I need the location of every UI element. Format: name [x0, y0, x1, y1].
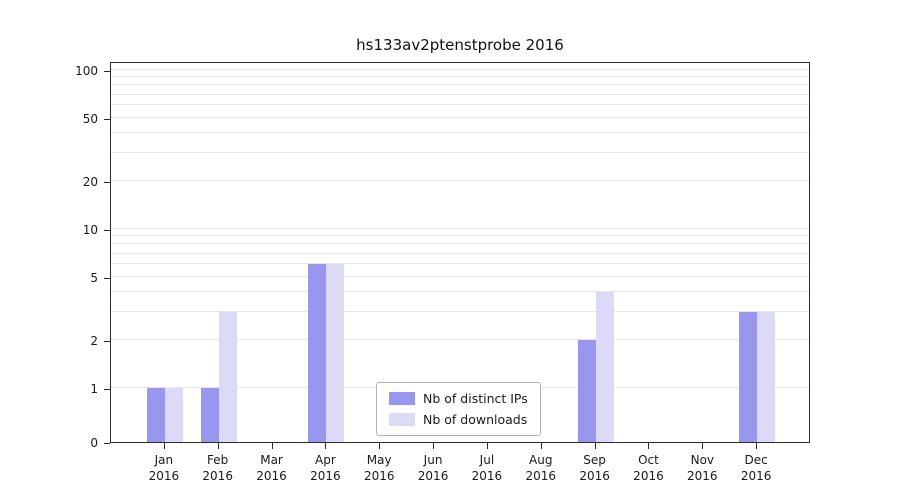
x-tick-label: Feb 2016: [202, 453, 233, 483]
gridline: [111, 93, 809, 95]
x-tick-label: Aug 2016: [525, 453, 557, 483]
legend-label-distinct-ips: Nb of distinct IPs: [423, 391, 528, 406]
bar-distinct-ips: [308, 264, 327, 442]
y-tick-mark: [104, 118, 110, 120]
x-tick-label: Nov 2016: [687, 453, 718, 483]
x-tick-label: Jul 2016: [471, 453, 503, 483]
bar-distinct-ips: [200, 388, 219, 442]
bar-distinct-ips: [146, 388, 165, 442]
x-tick-mark: [540, 443, 542, 449]
y-tick-label: 5: [90, 270, 98, 285]
y-tick-mark: [104, 182, 110, 184]
x-tick-mark: [486, 443, 488, 449]
gridline: [111, 228, 809, 229]
gridline: [111, 132, 809, 134]
gridline: [111, 116, 809, 118]
gridline: [111, 263, 809, 265]
legend-item-downloads: Nb of downloads: [389, 412, 528, 427]
gridline: [111, 152, 809, 154]
y-tick-label: 2: [90, 334, 98, 349]
y-tick-mark: [104, 389, 110, 390]
x-tick-mark: [756, 443, 758, 449]
x-tick-mark: [433, 443, 435, 449]
gridline: [111, 235, 809, 237]
gridline: [111, 104, 809, 106]
y-tick-label: 1: [90, 382, 98, 396]
bar-downloads: [164, 388, 183, 442]
bar-distinct-ips: [739, 312, 758, 442]
y-tick-label: 50: [82, 111, 98, 126]
y-tick-mark: [104, 443, 110, 444]
bar-downloads: [757, 312, 776, 442]
legend-label-downloads: Nb of downloads: [423, 412, 528, 427]
gridline: [111, 76, 809, 78]
x-tick-label: Mar 2016: [256, 453, 287, 483]
gridline: [111, 311, 809, 313]
gridline: [111, 243, 809, 245]
x-tick-label: Jan 2016: [148, 453, 180, 483]
x-tick-label: Oct 2016: [633, 453, 664, 483]
x-tick-mark: [217, 443, 219, 449]
y-tick-label: 10: [82, 223, 98, 237]
chart-title: hs133av2ptenstprobe 2016: [356, 36, 564, 54]
legend-swatch-downloads: [389, 413, 415, 426]
bar-distinct-ips: [577, 340, 596, 442]
bar-downloads: [326, 264, 345, 442]
x-tick-mark: [379, 443, 381, 449]
y-tick-label: 100: [75, 64, 98, 78]
x-tick-mark: [325, 443, 327, 449]
legend-swatch-distinct-ips: [389, 392, 415, 405]
bar-downloads: [595, 292, 614, 442]
x-tick-mark: [702, 443, 704, 449]
gridline: [111, 84, 809, 86]
bar-downloads: [218, 312, 237, 442]
gridline: [111, 252, 809, 254]
plot-area: Nb of distinct IPs Nb of downloads: [110, 62, 810, 443]
legend: Nb of distinct IPs Nb of downloads: [376, 382, 541, 436]
x-tick-mark: [163, 443, 165, 449]
gridline: [111, 291, 809, 293]
y-tick-mark: [104, 341, 110, 343]
gridline: [111, 339, 809, 341]
gridline: [111, 69, 809, 70]
x-tick-label: Jun 2016: [417, 453, 449, 483]
x-tick-label: Sep 2016: [579, 453, 610, 483]
x-tick-mark: [648, 443, 650, 449]
x-tick-label: May 2016: [363, 453, 395, 483]
x-tick-mark: [594, 443, 596, 449]
x-tick-mark: [271, 443, 273, 449]
legend-item-distinct-ips: Nb of distinct IPs: [389, 391, 528, 406]
x-tick-label: Apr 2016: [310, 453, 341, 483]
y-tick-mark: [104, 71, 110, 72]
x-tick-label: Dec 2016: [740, 453, 772, 483]
gridline: [111, 180, 809, 182]
y-tick-mark: [104, 277, 110, 279]
y-tick-mark: [104, 230, 110, 231]
y-tick-label: 20: [82, 175, 98, 190]
gridline: [111, 275, 809, 277]
y-tick-label: 0: [90, 436, 98, 450]
